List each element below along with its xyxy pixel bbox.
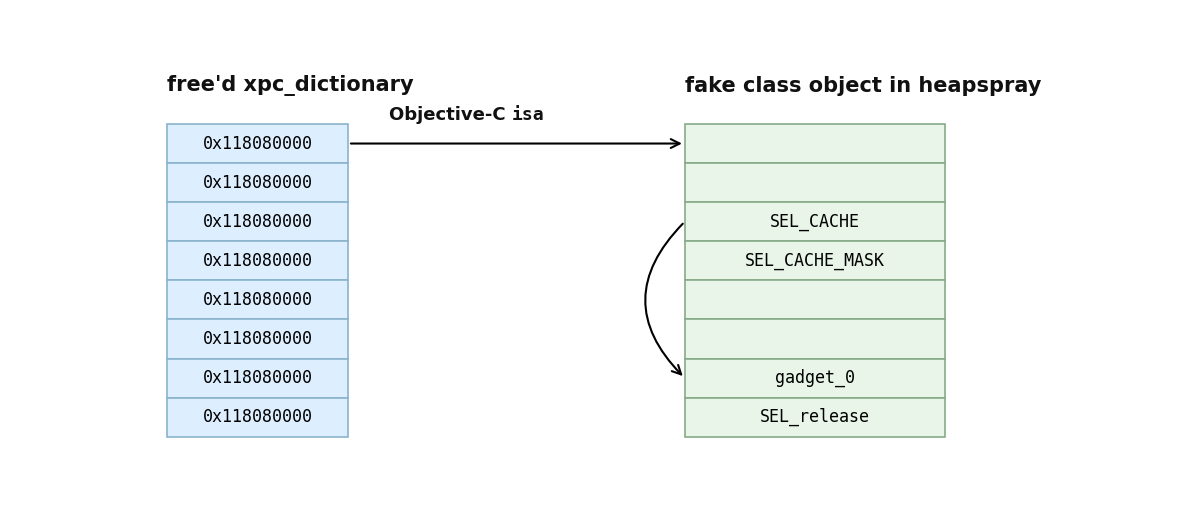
- Bar: [167, 202, 348, 241]
- Text: 0x118080000: 0x118080000: [203, 369, 312, 387]
- Bar: [685, 398, 946, 437]
- Bar: [167, 280, 348, 320]
- Bar: [167, 124, 348, 163]
- Text: 0x118080000: 0x118080000: [203, 408, 312, 426]
- Text: 0x118080000: 0x118080000: [203, 213, 312, 231]
- Bar: [685, 202, 946, 241]
- Text: SEL_CACHE_MASK: SEL_CACHE_MASK: [745, 252, 884, 270]
- Bar: [685, 163, 946, 202]
- Text: 0x118080000: 0x118080000: [203, 135, 312, 152]
- Bar: [167, 320, 348, 358]
- Text: 0x118080000: 0x118080000: [203, 330, 312, 348]
- Bar: [685, 241, 946, 280]
- Text: Objective-C: Objective-C: [389, 106, 511, 124]
- Text: 0x118080000: 0x118080000: [203, 174, 312, 192]
- Bar: [685, 124, 946, 163]
- Text: 0x118080000: 0x118080000: [203, 252, 312, 270]
- Bar: [685, 280, 946, 320]
- Text: isa: isa: [511, 106, 545, 124]
- Text: gadget_0: gadget_0: [775, 369, 854, 387]
- Bar: [167, 398, 348, 437]
- Text: SEL_CACHE: SEL_CACHE: [770, 213, 860, 231]
- Bar: [685, 320, 946, 358]
- Text: free'd xpc_dictionary: free'd xpc_dictionary: [167, 75, 413, 96]
- Bar: [167, 358, 348, 398]
- Text: SEL_release: SEL_release: [760, 408, 870, 426]
- Bar: [167, 241, 348, 280]
- Bar: [685, 358, 946, 398]
- Text: 0x118080000: 0x118080000: [203, 291, 312, 309]
- Bar: [167, 163, 348, 202]
- Text: fake class object in heapspray: fake class object in heapspray: [685, 76, 1042, 96]
